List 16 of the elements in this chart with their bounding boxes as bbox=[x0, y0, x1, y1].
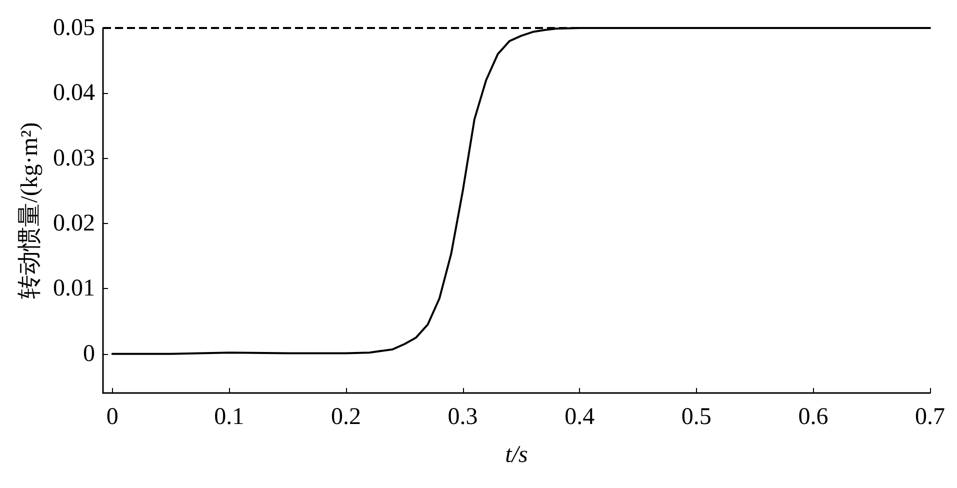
x-tick-label: 0.7 bbox=[915, 404, 945, 430]
x-axis-title: t/s bbox=[505, 442, 528, 468]
y-tick-label: 0.03 bbox=[53, 145, 95, 172]
x-tick-label: 0.4 bbox=[564, 404, 595, 430]
x-tick-label: 0.1 bbox=[214, 404, 244, 430]
y-tick-label: 0.05 bbox=[53, 15, 95, 41]
y-axis-title: 转动惯量/(kg·m²) bbox=[17, 122, 44, 299]
x-tick-label: 0 bbox=[106, 404, 118, 430]
y-tick-label: 0 bbox=[83, 340, 95, 367]
y-tick-label: 0.04 bbox=[53, 80, 95, 106]
y-tick-label: 0.01 bbox=[53, 276, 95, 302]
x-tick-label: 0.6 bbox=[798, 404, 828, 430]
x-tick-label: 0.2 bbox=[330, 404, 361, 430]
x-tick-label: 0.5 bbox=[681, 404, 712, 430]
x-tick-label: 0.3 bbox=[448, 404, 478, 430]
y-tick-label: 0.02 bbox=[53, 210, 95, 237]
